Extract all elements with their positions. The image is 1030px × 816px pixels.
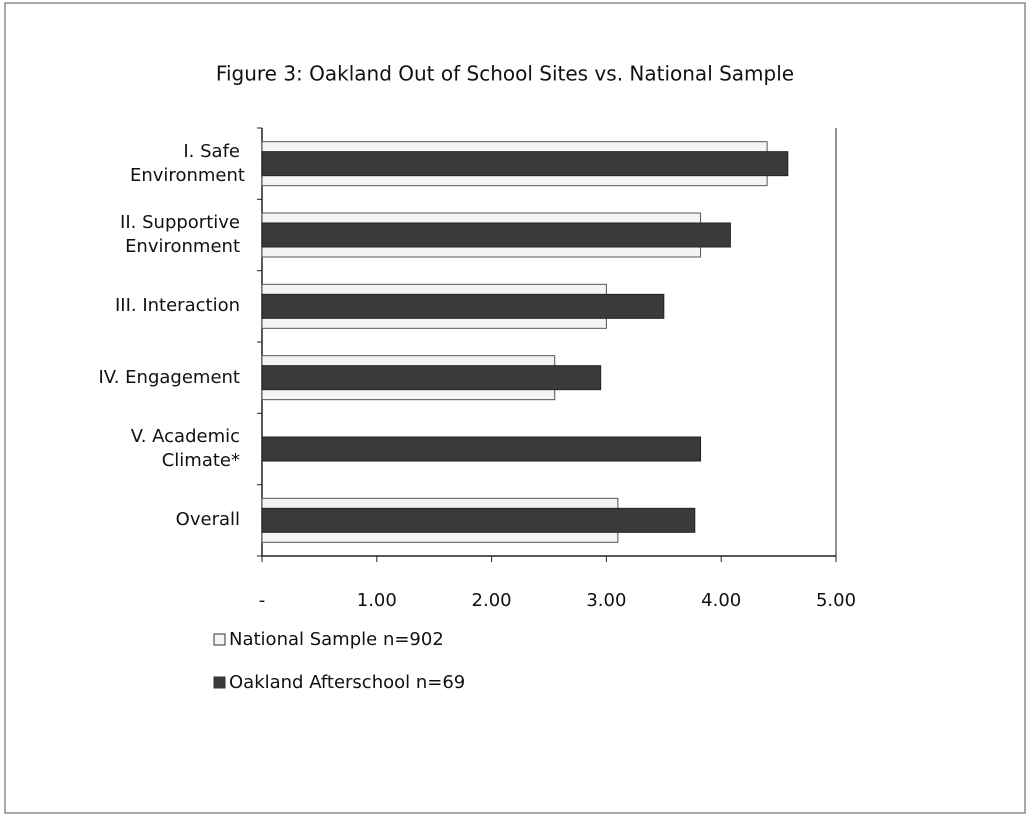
category-label: V. Academic Climate* (130, 426, 240, 471)
category-label: III. Interaction (114, 295, 240, 317)
bar (261, 293, 665, 319)
legend-label: National Sample n=902 (229, 629, 444, 650)
x-tick-label: - (259, 590, 266, 611)
bar (261, 507, 696, 533)
bar (261, 365, 602, 391)
chart-title: Figure 3: Oakland Out of School Sites vs… (216, 62, 794, 86)
x-tick-label: 2.00 (472, 590, 512, 611)
x-tick-label: 5.00 (816, 590, 856, 611)
category-label: IV. Engagement (98, 366, 240, 388)
bar (261, 222, 731, 248)
frame (4, 2, 1026, 814)
category-label: II. Supportive Environment (120, 212, 240, 257)
legend-label: Oakland Afterschool n=69 (229, 672, 465, 693)
legend-swatch (213, 676, 226, 689)
category-label: I. Safe Environment (130, 140, 245, 186)
bar (261, 151, 789, 177)
bar (261, 436, 702, 462)
legend-swatch (213, 633, 226, 646)
category-label: Overall (175, 509, 240, 531)
x-tick-label: 3.00 (586, 590, 626, 611)
x-tick-label: 4.00 (701, 590, 741, 611)
x-tick-label: 1.00 (357, 590, 397, 611)
